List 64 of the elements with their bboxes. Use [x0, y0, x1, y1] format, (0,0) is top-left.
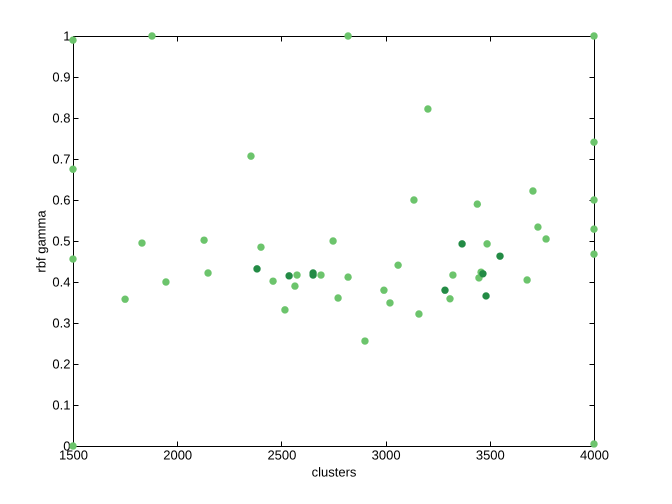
y-tick-label: 0.4 — [52, 274, 70, 290]
point — [410, 196, 418, 204]
point — [269, 277, 277, 285]
point — [496, 252, 504, 260]
point — [293, 271, 301, 279]
x-tick-label: 3000 — [372, 448, 401, 462]
point — [590, 196, 598, 204]
point — [285, 272, 293, 280]
point — [449, 271, 457, 279]
x-tick-label: 2000 — [163, 448, 192, 462]
point — [69, 166, 77, 173]
point — [458, 240, 466, 248]
point — [474, 200, 482, 208]
point — [344, 32, 352, 40]
point — [291, 282, 299, 290]
y-tick-label: 0.8 — [52, 110, 70, 126]
point — [344, 273, 352, 281]
point — [590, 225, 598, 233]
y-tick-label: 0.1 — [52, 398, 70, 412]
point — [257, 243, 265, 251]
point — [590, 440, 598, 448]
point — [523, 276, 531, 284]
point — [542, 235, 550, 243]
point — [138, 239, 146, 247]
point — [441, 286, 449, 294]
y-tick-label: 0.5 — [52, 234, 70, 248]
point — [69, 36, 77, 44]
point — [446, 295, 454, 303]
y-axis-title: rbf gamma — [33, 210, 48, 273]
point — [590, 250, 598, 258]
point — [529, 187, 537, 195]
point — [200, 236, 208, 244]
y-tick-label: 0.3 — [52, 316, 70, 330]
y-tick-label: 0.2 — [52, 356, 70, 372]
x-axis-title: clusters — [312, 464, 357, 480]
point — [386, 299, 394, 307]
point — [424, 105, 432, 113]
point — [162, 278, 170, 286]
point — [281, 306, 289, 314]
y-tick-label: 0.7 — [52, 152, 70, 166]
point — [317, 271, 325, 279]
point — [69, 255, 77, 263]
y-tick-label: 0.9 — [52, 70, 70, 84]
point — [534, 223, 542, 231]
point — [483, 240, 491, 248]
y-tick-label: 0.6 — [52, 192, 70, 208]
point — [247, 152, 255, 160]
point — [148, 32, 156, 40]
point — [394, 261, 402, 269]
point — [590, 32, 598, 40]
point — [253, 265, 261, 273]
x-tick-label: 2500 — [267, 448, 296, 462]
point — [121, 296, 129, 303]
point — [380, 286, 388, 294]
point — [590, 138, 598, 146]
point — [482, 292, 490, 300]
y-tick-label: 1 — [63, 28, 70, 44]
x-tick-label: 4000 — [580, 448, 609, 462]
point — [334, 294, 342, 302]
point — [204, 269, 212, 277]
point — [415, 310, 423, 318]
x-tick-label: 3500 — [476, 448, 505, 462]
point — [361, 337, 369, 345]
point — [329, 237, 337, 245]
